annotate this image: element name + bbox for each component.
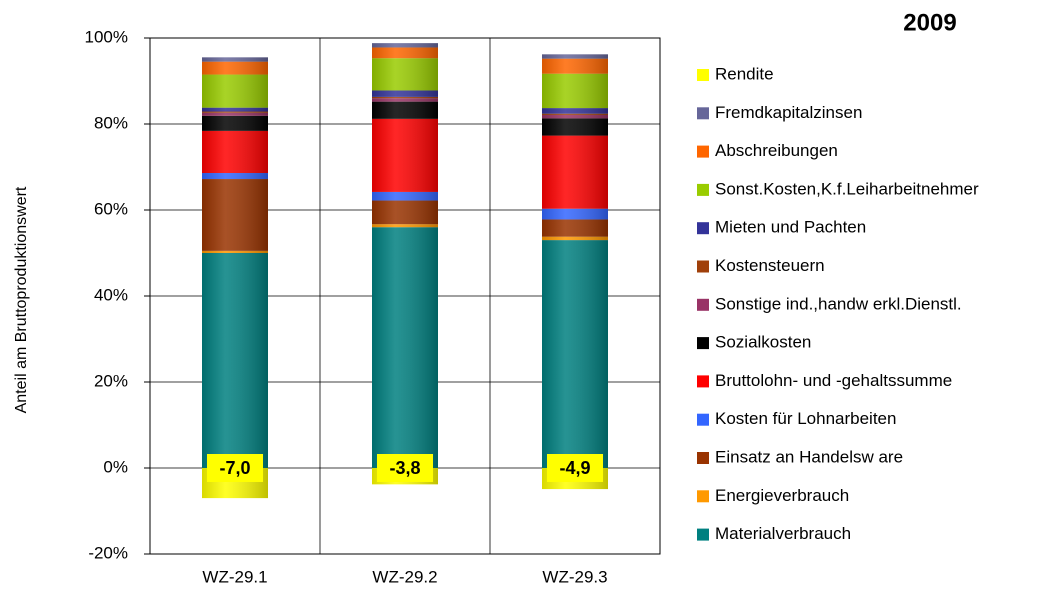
cylinder-shading — [202, 57, 268, 499]
cylinder-shading — [542, 54, 608, 490]
x-tick-label: WZ-29.3 — [542, 567, 607, 586]
y-tick-label: 60% — [94, 199, 128, 218]
legend-swatch — [697, 337, 709, 350]
chart-title: 2009 — [903, 9, 956, 36]
legend-label: Kostensteuern — [715, 256, 825, 275]
data-label-box — [207, 454, 263, 482]
legend-label: Bruttolohn- und -gehaltssumme — [715, 371, 952, 390]
y-tick-label: 100% — [85, 27, 128, 46]
legend-label: Materialverbrauch — [715, 524, 851, 543]
legend-label: Energieverbrauch — [715, 486, 849, 505]
data-label-box — [547, 454, 603, 482]
y-tick-label: 40% — [94, 285, 128, 304]
legend-label: Mieten und Pachten — [715, 218, 866, 237]
legend-swatch — [697, 452, 709, 464]
data-label: -7,0 — [219, 458, 250, 478]
legend-swatch — [697, 183, 709, 196]
x-tick-label: WZ-29.1 — [202, 567, 267, 586]
data-label: -4,9 — [559, 458, 590, 478]
data-label-box — [377, 454, 433, 482]
legend-label: Sozialkosten — [715, 333, 811, 352]
cylinder-shading — [372, 43, 438, 485]
legend-swatch — [697, 260, 709, 273]
legend-swatch — [697, 375, 709, 388]
y-axis-title: Anteil am Bruttoproduktionswert — [13, 186, 30, 413]
y-tick-label: 0% — [103, 457, 128, 476]
legend-label: Abschreibungen — [715, 141, 838, 160]
legend-swatch — [697, 145, 709, 158]
legend-swatch — [697, 298, 709, 311]
legend-label: Kosten für Lohnarbeiten — [715, 409, 896, 428]
legend-swatch — [697, 222, 709, 235]
y-tick-label: 20% — [94, 371, 128, 390]
legend-label: Sonst.Kosten,K.f.Leiharbeitnehmer — [715, 179, 979, 198]
data-label: -3,8 — [389, 458, 420, 478]
y-tick-label: -20% — [88, 543, 128, 562]
legend-label: Einsatz an Handelsw are — [715, 447, 903, 466]
y-tick-label: 80% — [94, 113, 128, 132]
legend-label: Sonstige ind.,handw erkl.Dienstl. — [715, 294, 962, 313]
legend-swatch — [697, 107, 709, 120]
legend-swatch — [697, 490, 709, 503]
legend-swatch — [697, 413, 709, 426]
legend-label: Rendite — [715, 64, 774, 83]
x-tick-label: WZ-29.2 — [372, 567, 437, 586]
legend-swatch — [697, 528, 709, 541]
legend-label: Fremdkapitalzinsen — [715, 103, 862, 122]
legend-swatch — [697, 69, 709, 81]
